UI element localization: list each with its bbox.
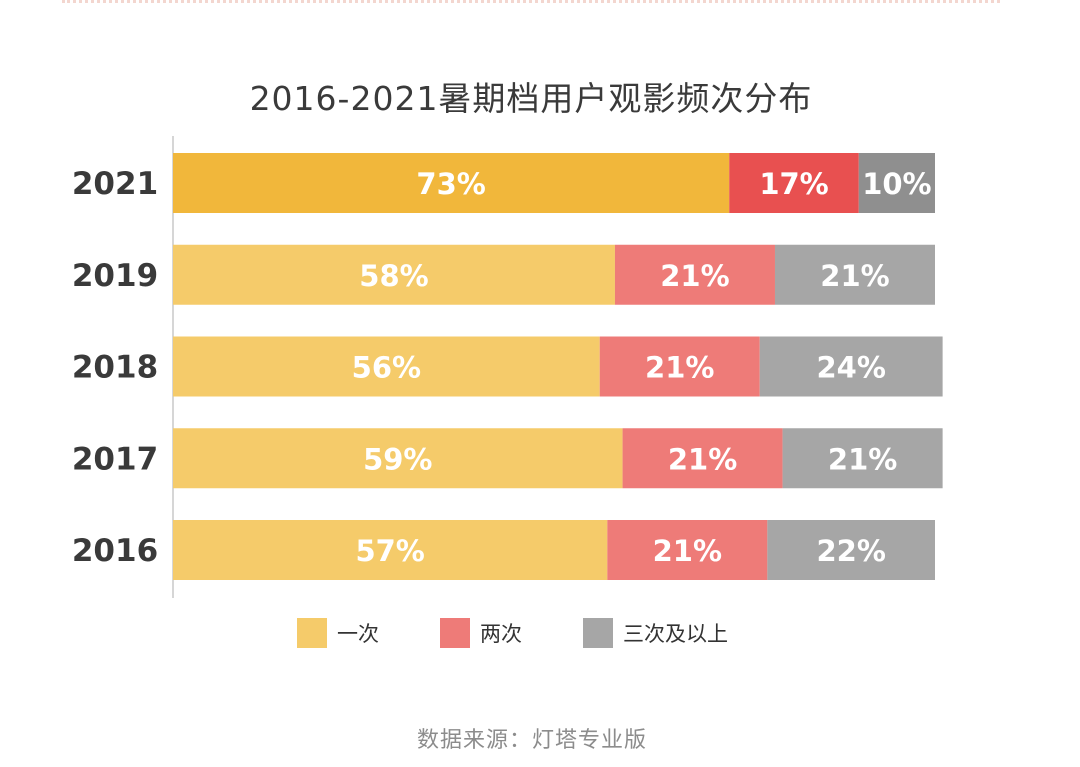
legend-item-three-plus: 三次及以上 xyxy=(583,618,728,648)
y-tick-2019: 2019 xyxy=(72,258,158,294)
data-label-2018-series-3: 24% xyxy=(816,351,885,385)
bar-2018-series-1 xyxy=(173,336,600,397)
data-label-2017-series-1: 59% xyxy=(363,442,432,476)
bar-2017-series-3 xyxy=(782,428,943,489)
bar-2017-series-2 xyxy=(622,428,783,489)
legend: 一次 两次 三次及以上 xyxy=(0,618,1080,650)
legend-label-twice: 两次 xyxy=(480,622,522,646)
data-label-2021-series-3: 10% xyxy=(862,167,931,201)
bar-2016-series-3 xyxy=(767,520,935,580)
data-label-2018-series-2: 21% xyxy=(645,351,714,385)
data-label-2017-series-2: 21% xyxy=(668,442,737,476)
bar-2019-series-1 xyxy=(173,244,615,305)
data-label-2016-series-1: 57% xyxy=(355,534,424,568)
data-label-2021-series-2: 17% xyxy=(759,167,828,201)
legend-label-three-plus: 三次及以上 xyxy=(623,622,728,646)
bar-2021-series-1 xyxy=(173,153,730,213)
legend-swatch-once xyxy=(297,618,327,648)
data-label-2019-series-2: 21% xyxy=(660,259,729,293)
bar-2016-series-1 xyxy=(173,520,608,580)
bar-2018-series-3 xyxy=(759,336,943,397)
y-tick-2017: 2017 xyxy=(72,441,158,477)
data-label-2018-series-1: 56% xyxy=(352,351,421,385)
legend-swatch-twice xyxy=(440,618,470,648)
legend-item-twice: 两次 xyxy=(440,618,522,648)
data-label-2019-series-1: 58% xyxy=(359,259,428,293)
bar-2017-series-1 xyxy=(173,428,623,489)
data-source: 数据来源：灯塔专业版 xyxy=(416,728,647,753)
y-tick-2016: 2016 xyxy=(72,533,158,569)
bar-2021-series-2 xyxy=(729,153,859,213)
data-label-2019-series-3: 21% xyxy=(820,259,889,293)
chart-title: 2016-2021暑期档用户观影频次分布 xyxy=(249,79,813,118)
bar-2016-series-2 xyxy=(607,520,768,580)
data-label-2016-series-3: 22% xyxy=(816,534,885,568)
data-label-2017-series-3: 21% xyxy=(828,442,897,476)
bar-2019-series-3 xyxy=(774,244,935,305)
bar-2018-series-2 xyxy=(599,336,760,397)
legend-item-once: 一次 xyxy=(297,618,379,648)
legend-swatch-three-plus xyxy=(583,618,613,648)
y-tick-2018: 2018 xyxy=(72,350,158,386)
data-label-2016-series-2: 21% xyxy=(653,534,722,568)
top-divider xyxy=(62,0,1000,3)
y-tick-2021: 2021 xyxy=(72,166,158,202)
bar-2021-series-3 xyxy=(858,153,935,213)
data-label-2021-series-1: 73% xyxy=(416,167,485,201)
bar-2019-series-2 xyxy=(614,244,775,305)
legend-label-once: 一次 xyxy=(337,622,379,646)
